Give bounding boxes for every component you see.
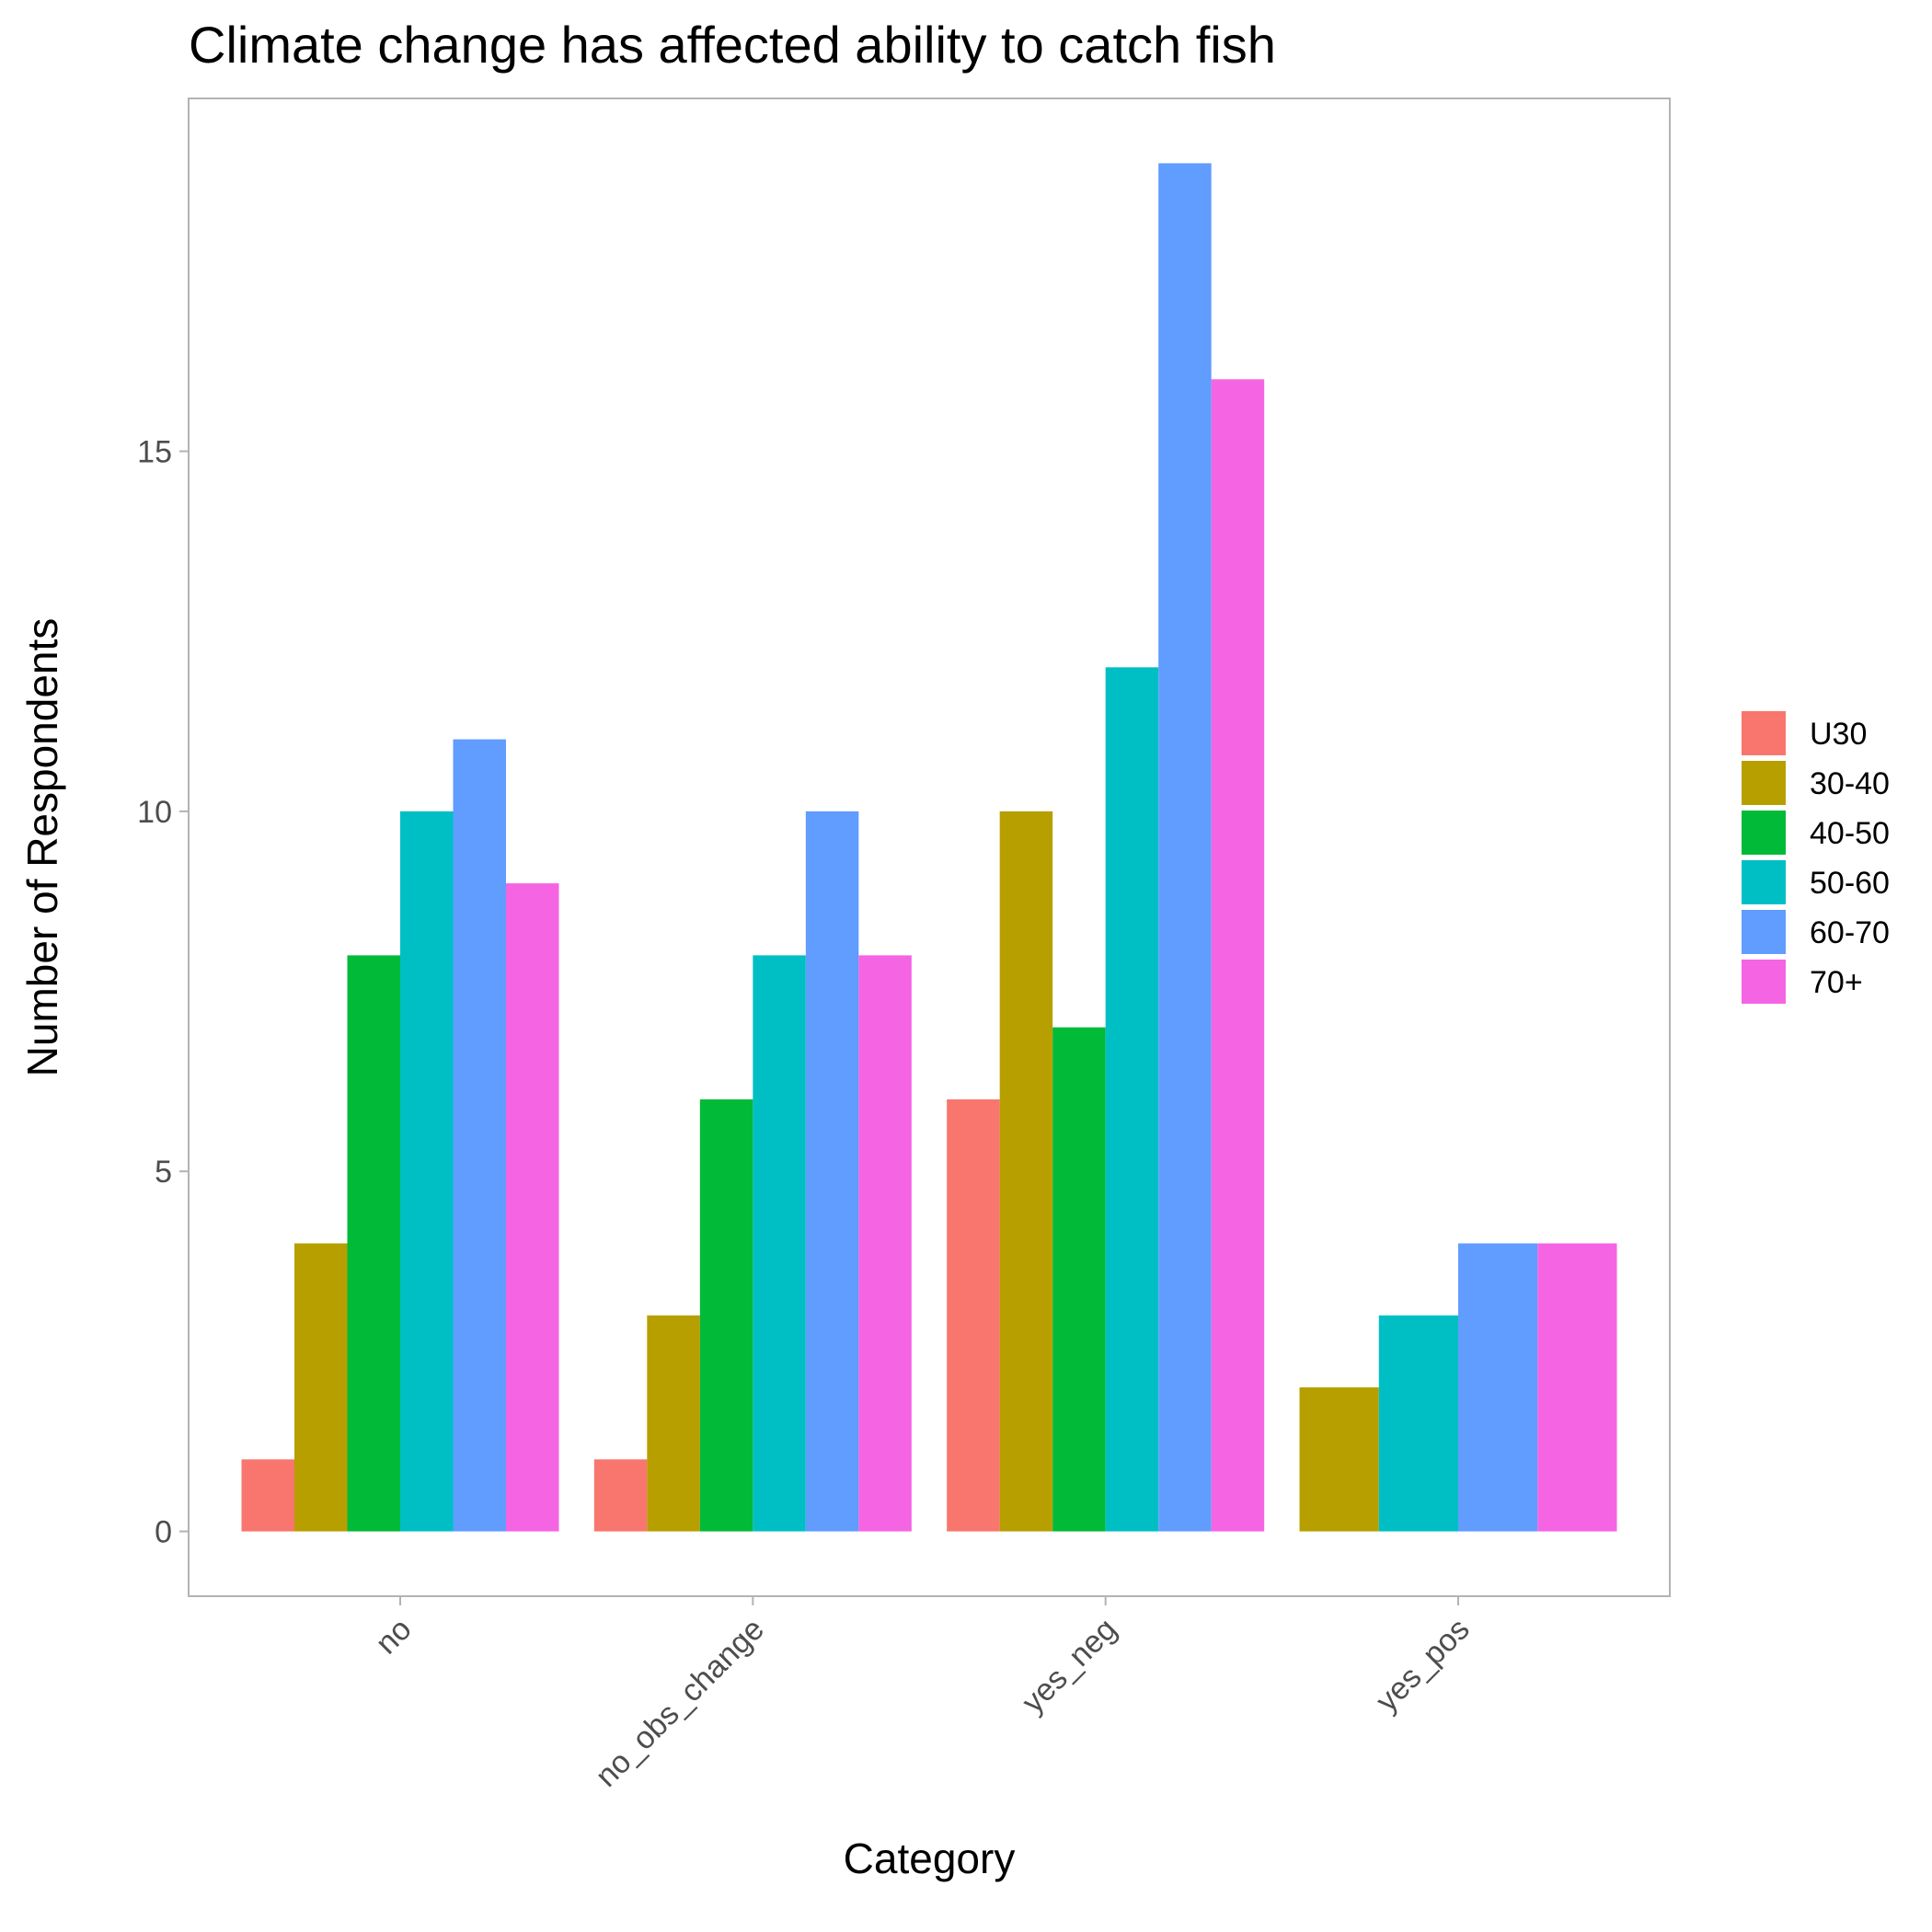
- legend-label-30-40: 30-40: [1810, 766, 1890, 801]
- bars-group: [241, 163, 1617, 1532]
- y-tick-label: 0: [155, 1515, 172, 1550]
- y-axis-title: Number of Respondents: [18, 618, 66, 1077]
- x-tick-label: no: [369, 1612, 419, 1662]
- bar-yes_neg-30-40: [999, 811, 1053, 1532]
- legend-label-50-60: 50-60: [1810, 866, 1890, 901]
- bar-yes_neg-50-60: [1105, 667, 1159, 1532]
- legend-label-60-70: 60-70: [1810, 915, 1890, 950]
- y-tick-label: 15: [137, 435, 172, 470]
- bar-no_obs_change-30-40: [647, 1315, 700, 1532]
- bar-no_obs_change-60-70: [805, 811, 859, 1532]
- bar-no-60-70: [453, 739, 506, 1532]
- bar-yes_neg-60-70: [1158, 163, 1212, 1532]
- legend-key-70+: [1742, 960, 1786, 1004]
- x-tick-label: yes_neg: [1016, 1612, 1124, 1720]
- legend-label-70+: 70+: [1810, 965, 1863, 1000]
- legend-key-U30: [1742, 711, 1786, 755]
- bar-no_obs_change-50-60: [753, 955, 806, 1532]
- bar-yes_pos-60-70: [1458, 1243, 1538, 1532]
- y-tick-label: 10: [137, 795, 172, 830]
- plot-panel: [188, 98, 1671, 1597]
- legend-label-40-50: 40-50: [1810, 816, 1890, 851]
- y-axis: 0 5 10 15: [137, 435, 189, 1550]
- bar-no-70+: [506, 883, 559, 1532]
- bar-no-40-50: [347, 955, 400, 1532]
- bar-no-U30: [241, 1459, 294, 1532]
- chart-title: Climate change has affected ability to c…: [189, 16, 1276, 74]
- bar-no-50-60: [400, 811, 454, 1532]
- x-tick-label: yes_pos: [1369, 1612, 1476, 1719]
- bar-yes_neg-U30: [947, 1098, 1000, 1532]
- bar-yes_pos-70+: [1537, 1243, 1617, 1532]
- bar-yes_pos-30-40: [1299, 1387, 1379, 1532]
- legend-label-U30: U30: [1810, 717, 1867, 752]
- y-tick-label: 5: [155, 1155, 172, 1190]
- bar-no_obs_change-U30: [593, 1459, 648, 1532]
- x-axis: no no_obs_change yes_neg yes_pos: [369, 1596, 1477, 1794]
- legend: U30 30-40 40-50 50-60 60-70 70+: [1742, 711, 1890, 1004]
- x-tick-label: no_obs_change: [589, 1612, 771, 1794]
- legend-key-40-50: [1742, 811, 1786, 855]
- x-axis-title: Category: [844, 1834, 1016, 1882]
- bar-no-30-40: [294, 1243, 348, 1532]
- legend-key-60-70: [1742, 910, 1786, 954]
- bar-no_obs_change-40-50: [699, 1098, 753, 1532]
- bar-yes_neg-70+: [1211, 379, 1265, 1532]
- legend-key-50-60: [1742, 860, 1786, 904]
- bar-no_obs_change-70+: [858, 955, 912, 1532]
- bar-yes_neg-40-50: [1052, 1027, 1106, 1532]
- bar-yes_pos-50-60: [1378, 1315, 1458, 1532]
- legend-key-30-40: [1742, 761, 1786, 805]
